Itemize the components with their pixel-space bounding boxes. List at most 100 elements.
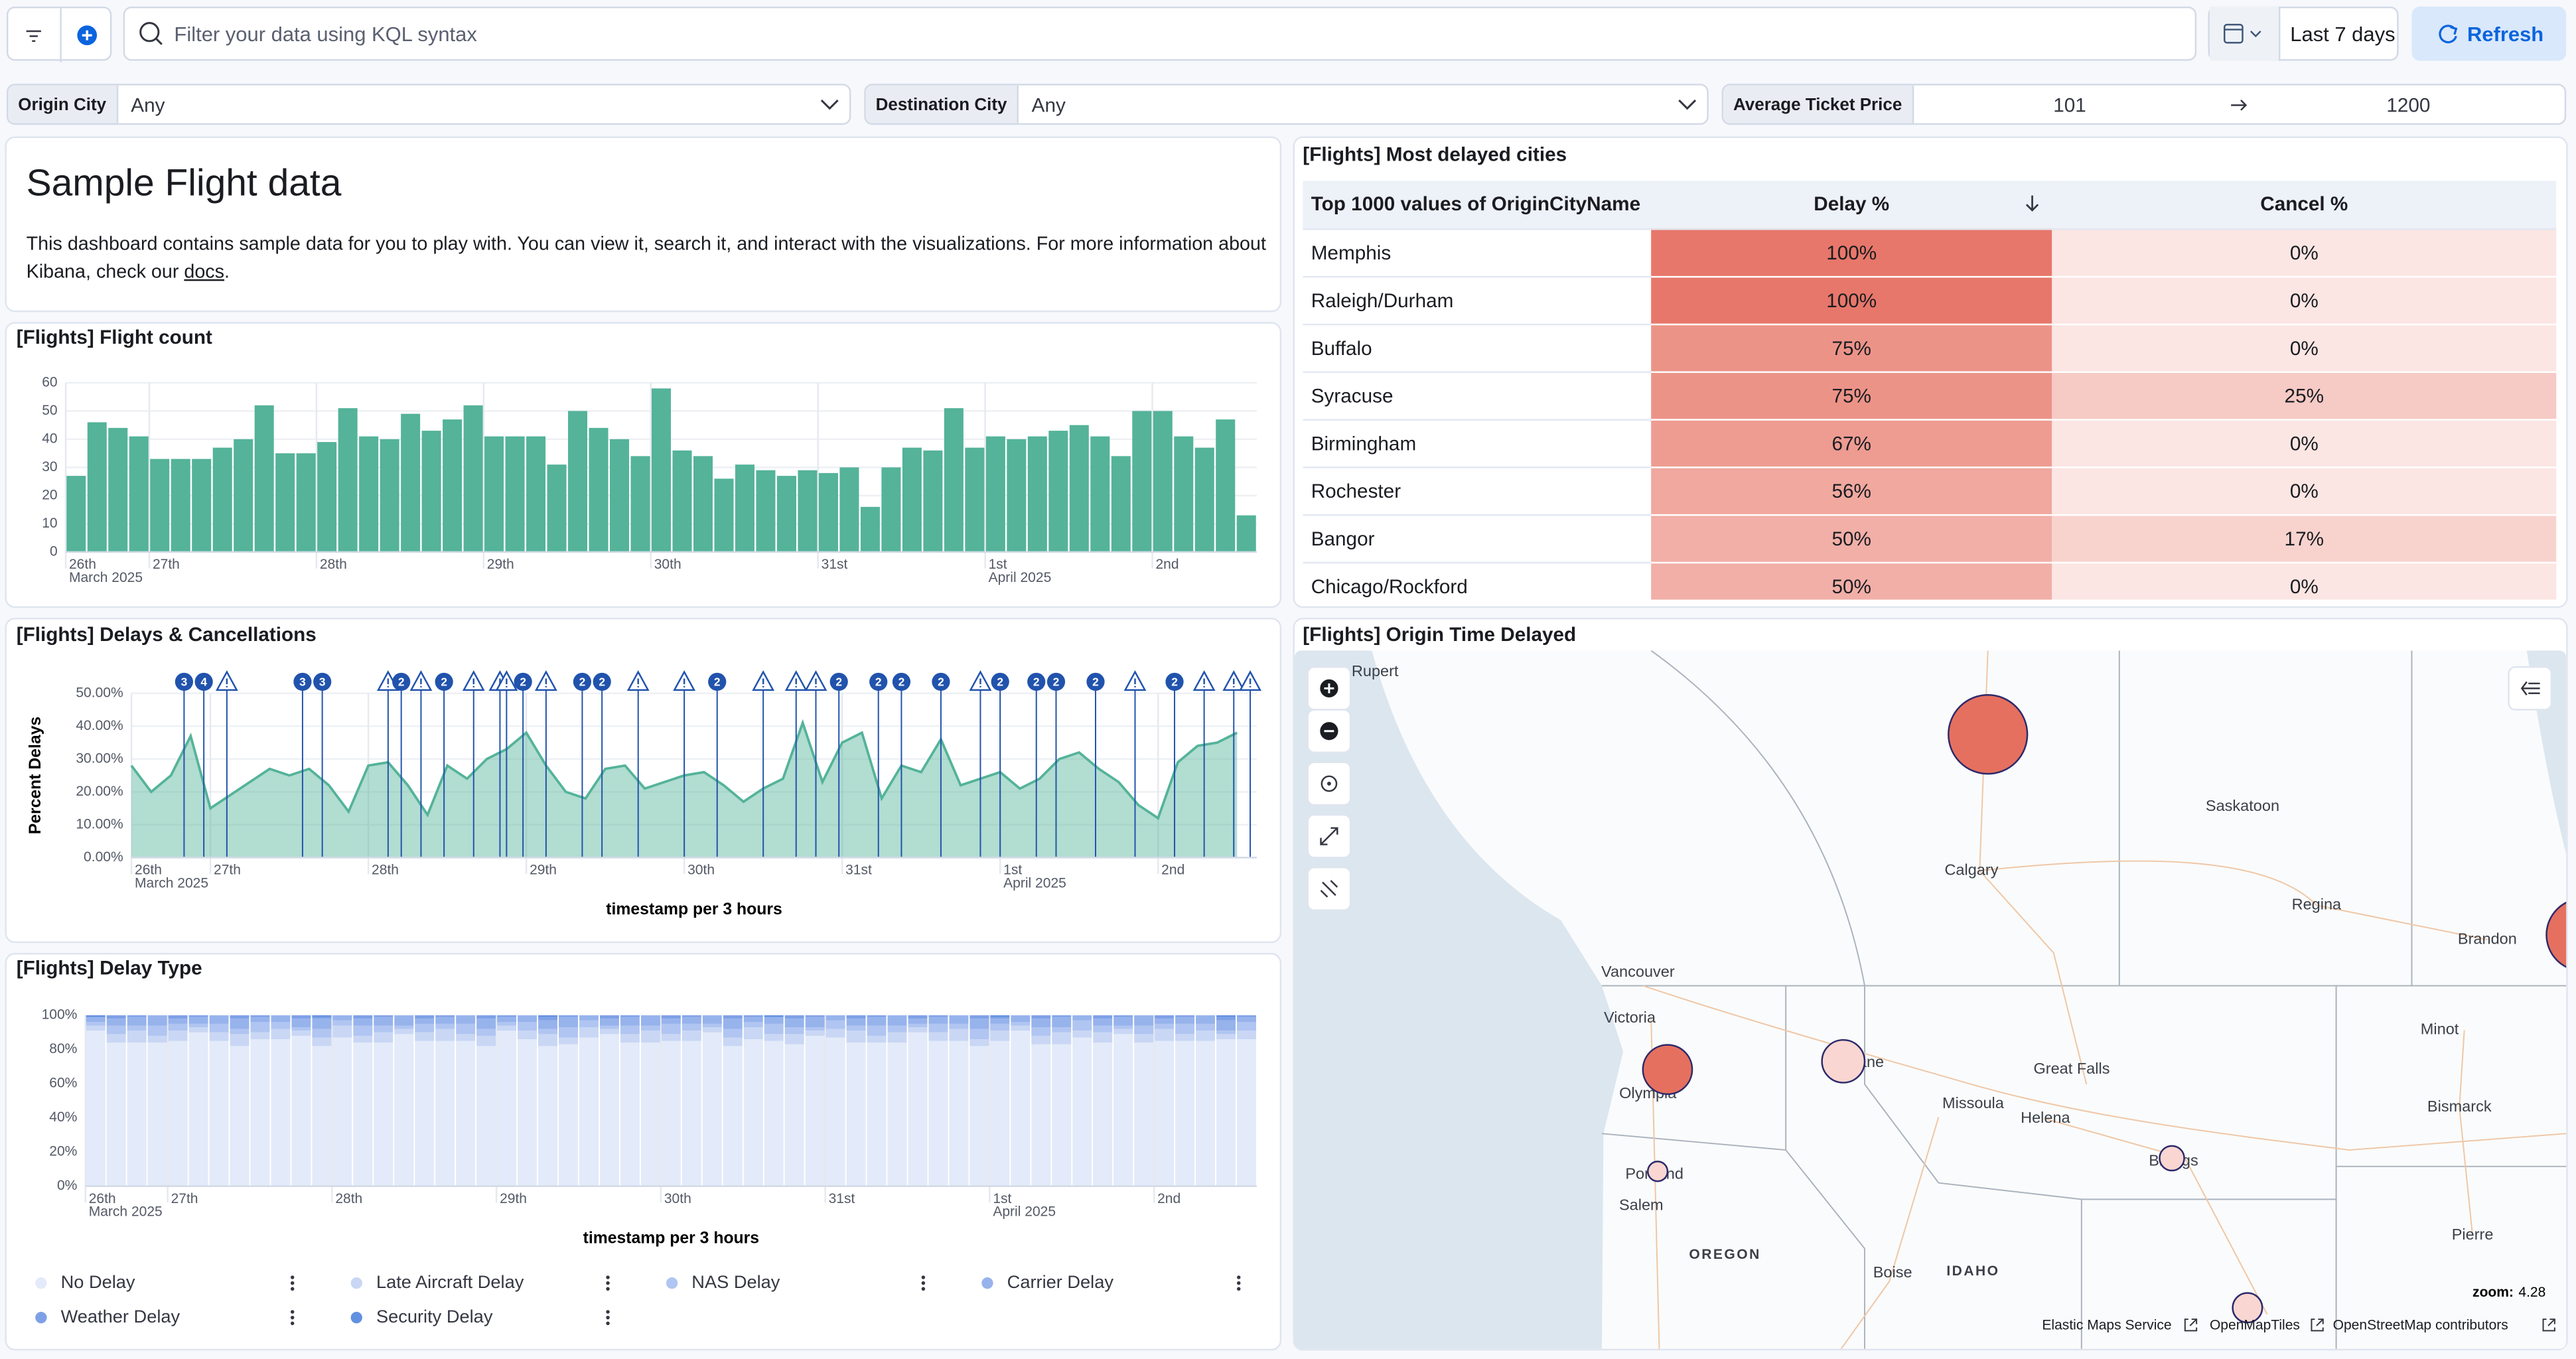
bar-segment [291,1027,311,1031]
bar-segment [353,1042,372,1186]
legend-menu-dot [291,1322,294,1325]
bar-segment [764,1015,784,1017]
bar-segment [620,1042,640,1186]
bar-segment [538,1021,557,1029]
bar-segment [641,1025,660,1031]
annotation-count: 2 [714,675,721,688]
bar-segment [250,1022,269,1032]
bar-segment [456,1034,475,1040]
x-tick-label: 28th [320,557,347,572]
legend-menu-dot [1237,1287,1240,1291]
bar-segment [1031,1019,1050,1027]
bar-segment [1175,1017,1194,1024]
bar-segment [703,1024,722,1027]
bar-segment [538,1046,557,1186]
bar-segment [928,1041,948,1186]
bar-segment [312,1017,331,1019]
bar-segment [394,1029,413,1035]
bar-segment [518,1039,537,1186]
bar-segment [435,1017,455,1024]
city-marker[interactable] [1822,1040,1865,1082]
bar [1195,448,1214,552]
bar-segment [682,1041,701,1186]
bar-segment [1052,1017,1071,1027]
bar-segment [497,1017,516,1023]
attribution-link[interactable]: OpenMapTiles [2210,1318,2300,1333]
bar-segment [230,1019,250,1029]
bar-segment [785,1015,804,1019]
bar-segment [806,1031,825,1036]
bar-segment [867,1025,887,1035]
attribution-link[interactable]: OpenStreetMap contributors [2333,1318,2508,1333]
bar-segment [990,1017,1009,1019]
bar-segment [86,1017,106,1023]
bar-segment [949,1029,968,1041]
y-tick-label: 0.00% [84,849,123,865]
bar [1111,456,1131,552]
x-tick-label: 31st [845,863,872,878]
bar-segment [559,1017,578,1027]
y-tick-label: 50.00% [76,685,123,700]
bar-segment [374,1025,393,1032]
bar-segment [682,1015,701,1017]
bar-segment [1216,1031,1236,1034]
city-marker[interactable] [2159,1146,2184,1171]
bar-segment [250,1039,269,1186]
bar [672,451,691,552]
bar-segment [908,1033,928,1186]
bar-segment [312,1015,331,1017]
bar-segment [271,1029,290,1039]
bar-segment [1093,1025,1112,1032]
bar-segment [374,1033,393,1042]
bar-segment [538,1034,557,1046]
bar-segment [723,1029,743,1038]
y-tick-label: 40% [49,1109,77,1125]
bar [275,453,295,552]
bar [108,428,127,552]
bar-segment [291,1015,311,1019]
legend-label: Late Aircraft Delay [376,1271,524,1292]
bar-segment [888,1042,907,1186]
bar-segment [1196,1024,1215,1031]
city-marker[interactable] [1948,695,2027,774]
bar-segment [210,1033,229,1041]
bar-segment [312,1038,331,1046]
map-label: IDAHO [1946,1263,1999,1279]
bar-segment [785,1027,804,1034]
bar-segment [949,1024,968,1029]
attribution-link[interactable]: Elastic Maps Service [2042,1318,2171,1333]
map-label: Great Falls [2033,1060,2110,1077]
bar-segment [353,1036,372,1042]
x-tick-label: 30th [687,863,715,878]
bar-segment [107,1019,126,1025]
legend-menu-dot [291,1310,294,1313]
city-marker[interactable] [1648,1161,1668,1181]
bar-segment [353,1015,372,1019]
bar-segment [250,1015,269,1017]
legend-menu-dot [1237,1281,1240,1285]
bar-segment [641,1042,660,1186]
bar-segment [1216,1034,1236,1039]
legend-label: NAS Delay [691,1271,780,1292]
x-tick-label: 28th [335,1191,362,1206]
bar-segment [990,1019,1009,1024]
bar-segment [1031,1015,1050,1019]
x-tick-label: 27th [214,863,241,878]
bar-segment [703,1033,722,1186]
city-marker[interactable] [1643,1045,1692,1094]
bar-segment [806,1036,825,1186]
bar-segment [107,1015,126,1019]
bar-segment [1237,1039,1256,1186]
bar-segment [415,1024,434,1033]
x-tick-sublabel: March 2025 [69,570,143,585]
bar [881,467,900,552]
bar-segment [312,1046,331,1186]
bar-segment [250,1033,269,1039]
bar-segment [189,1015,208,1017]
bar-segment [908,1019,928,1024]
bar-segment [394,1025,413,1029]
legend-swatch [351,1312,362,1323]
bar-segment [415,1019,434,1024]
bar-segment [744,1022,763,1027]
